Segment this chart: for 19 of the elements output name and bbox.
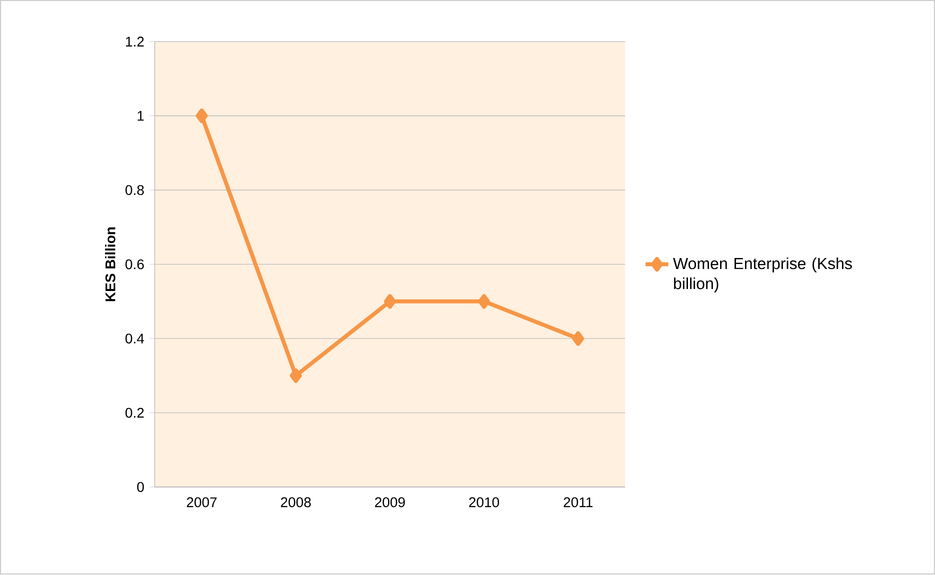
point (478, 294, 490, 309)
x-tick-label: 2008 (280, 497, 311, 508)
point (290, 368, 302, 384)
y-tick-label: 0 (137, 482, 144, 492)
y-tick-label: 1 (138, 111, 144, 121)
y-tick-label: 1.2 (126, 36, 144, 47)
point (196, 108, 208, 124)
y-tick-label: 0.2 (125, 408, 144, 418)
point (384, 294, 396, 309)
x-tick-label: 2009 (375, 497, 405, 508)
x-tick-label: 2011 (564, 497, 592, 508)
y-tick-label: 0.4 (125, 334, 144, 344)
y-tick-label: 0.8 (125, 185, 144, 196)
point (572, 331, 584, 346)
x-tick-label: 2010 (469, 497, 500, 508)
y-axis-title: KES Billion (105, 228, 116, 302)
legend-label: Women Enterprise (Kshs billion) (673, 258, 852, 293)
x-tick-label: 2007 (186, 497, 217, 508)
y-tick-label: 0.6 (125, 260, 144, 270)
